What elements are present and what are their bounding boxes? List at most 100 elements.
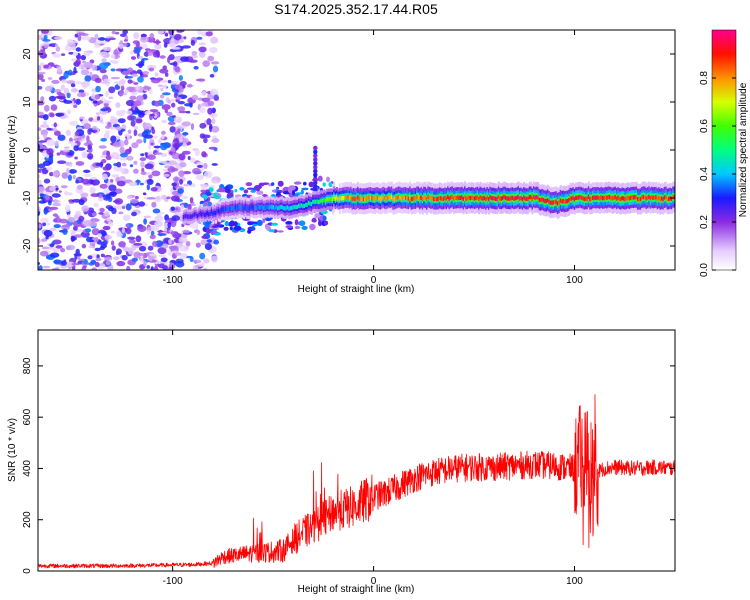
noise-speckle (117, 118, 126, 124)
noise-speckle (211, 61, 220, 65)
noise-speckle (121, 70, 131, 76)
noise-speckle (100, 137, 108, 142)
noise-speckle (104, 234, 112, 240)
signal-band-cell (489, 195, 492, 200)
signal-band-cell (265, 204, 268, 210)
noise-speckle (146, 184, 150, 191)
noise-speckle (92, 119, 99, 123)
noise-speckle (99, 62, 109, 70)
noise-speckle (99, 183, 108, 189)
noise-speckle (160, 257, 168, 263)
spectral-blob (223, 226, 229, 231)
noise-speckle (43, 114, 49, 121)
noise-speckle (174, 252, 182, 256)
noise-speckle (94, 218, 100, 222)
noise-speckle (202, 60, 210, 67)
signal-band-cell (476, 195, 479, 200)
noise-speckle (38, 73, 44, 81)
noise-speckle (142, 192, 146, 195)
noise-speckle (60, 260, 67, 266)
noise-speckle (151, 170, 161, 177)
noise-speckle (175, 260, 185, 268)
noise-speckle (68, 164, 73, 168)
signal-band-cell (215, 210, 217, 216)
noise-speckle (175, 134, 182, 139)
noise-speckle (105, 90, 109, 98)
y-tick-label: 200 (22, 511, 33, 528)
spectral-blob (218, 187, 226, 193)
noise-speckle (138, 55, 143, 60)
noise-speckle (87, 144, 92, 150)
noise-speckle (102, 166, 111, 171)
signal-band-cell (530, 194, 533, 200)
noise-speckle (43, 207, 48, 215)
spectral-blob (298, 220, 306, 226)
signal-band-cell (292, 205, 295, 210)
noise-speckle (140, 33, 148, 38)
noise-speckle (42, 222, 46, 227)
noise-speckle (98, 145, 107, 149)
signal-band-cell (660, 196, 663, 201)
signal-band-cell (243, 206, 246, 211)
spectral-blob (313, 172, 318, 178)
signal-band-cell (375, 195, 378, 200)
spectral-blob (313, 176, 318, 182)
noise-speckle (115, 251, 120, 256)
signal-band-cell (631, 195, 634, 200)
noise-speckle (104, 256, 113, 261)
noise-speckle (131, 246, 137, 251)
signal-band-cell (527, 196, 530, 201)
noise-speckle (135, 235, 142, 243)
noise-speckle (161, 134, 165, 140)
signal-band-cell (260, 205, 262, 210)
noise-speckle (209, 47, 218, 54)
signal-band-cell (262, 205, 265, 211)
spectral-blob (313, 164, 318, 170)
signal-band-cell (409, 194, 412, 200)
noise-speckle (133, 129, 138, 137)
spectral-blob (247, 221, 253, 226)
spectral-blob (313, 153, 318, 159)
noise-speckle (146, 197, 156, 200)
noise-speckle (65, 129, 72, 136)
signal-band-cell (461, 195, 464, 200)
noise-speckle (86, 140, 92, 145)
noise-speckle (55, 245, 63, 249)
noise-speckle (167, 56, 171, 64)
noise-speckle (38, 174, 41, 179)
noise-speckle (171, 195, 180, 202)
noise-speckle (81, 35, 91, 41)
noise-speckle (55, 46, 61, 52)
signal-band-cell (545, 198, 548, 204)
noise-speckle (49, 112, 55, 118)
noise-speckle (55, 187, 59, 191)
signal-band-cell (624, 196, 627, 202)
signal-band-cell (524, 196, 527, 201)
signal-band-cell (350, 195, 353, 200)
spectral-blob (313, 184, 318, 189)
signal-band-cell (634, 195, 637, 200)
signal-band-cell (382, 195, 385, 200)
signal-band-cell (615, 196, 618, 201)
noise-speckle (199, 107, 206, 114)
noise-speckle (192, 259, 202, 264)
noise-speckle (211, 163, 218, 166)
noise-speckle (190, 123, 195, 131)
noise-speckle (43, 229, 53, 237)
signal-band-cell (532, 194, 535, 199)
spectral-blob (262, 182, 270, 185)
noise-speckle (139, 245, 147, 252)
spectrogram-frame (37, 29, 676, 271)
noise-speckle (93, 237, 99, 243)
signal-band-cell (435, 196, 438, 202)
signal-band-cell (576, 195, 579, 200)
noise-speckle (114, 31, 120, 35)
noise-speckle (50, 252, 60, 258)
signal-band-cell (316, 199, 319, 204)
noise-speckle (179, 161, 187, 168)
spectral-blob (201, 235, 208, 239)
noise-speckle (159, 79, 168, 83)
snr-panel: -100 0 100 0 200 400 600 800 Height of straight… (7, 329, 676, 595)
noise-speckle (181, 137, 189, 144)
signal-band-cell (267, 204, 270, 209)
